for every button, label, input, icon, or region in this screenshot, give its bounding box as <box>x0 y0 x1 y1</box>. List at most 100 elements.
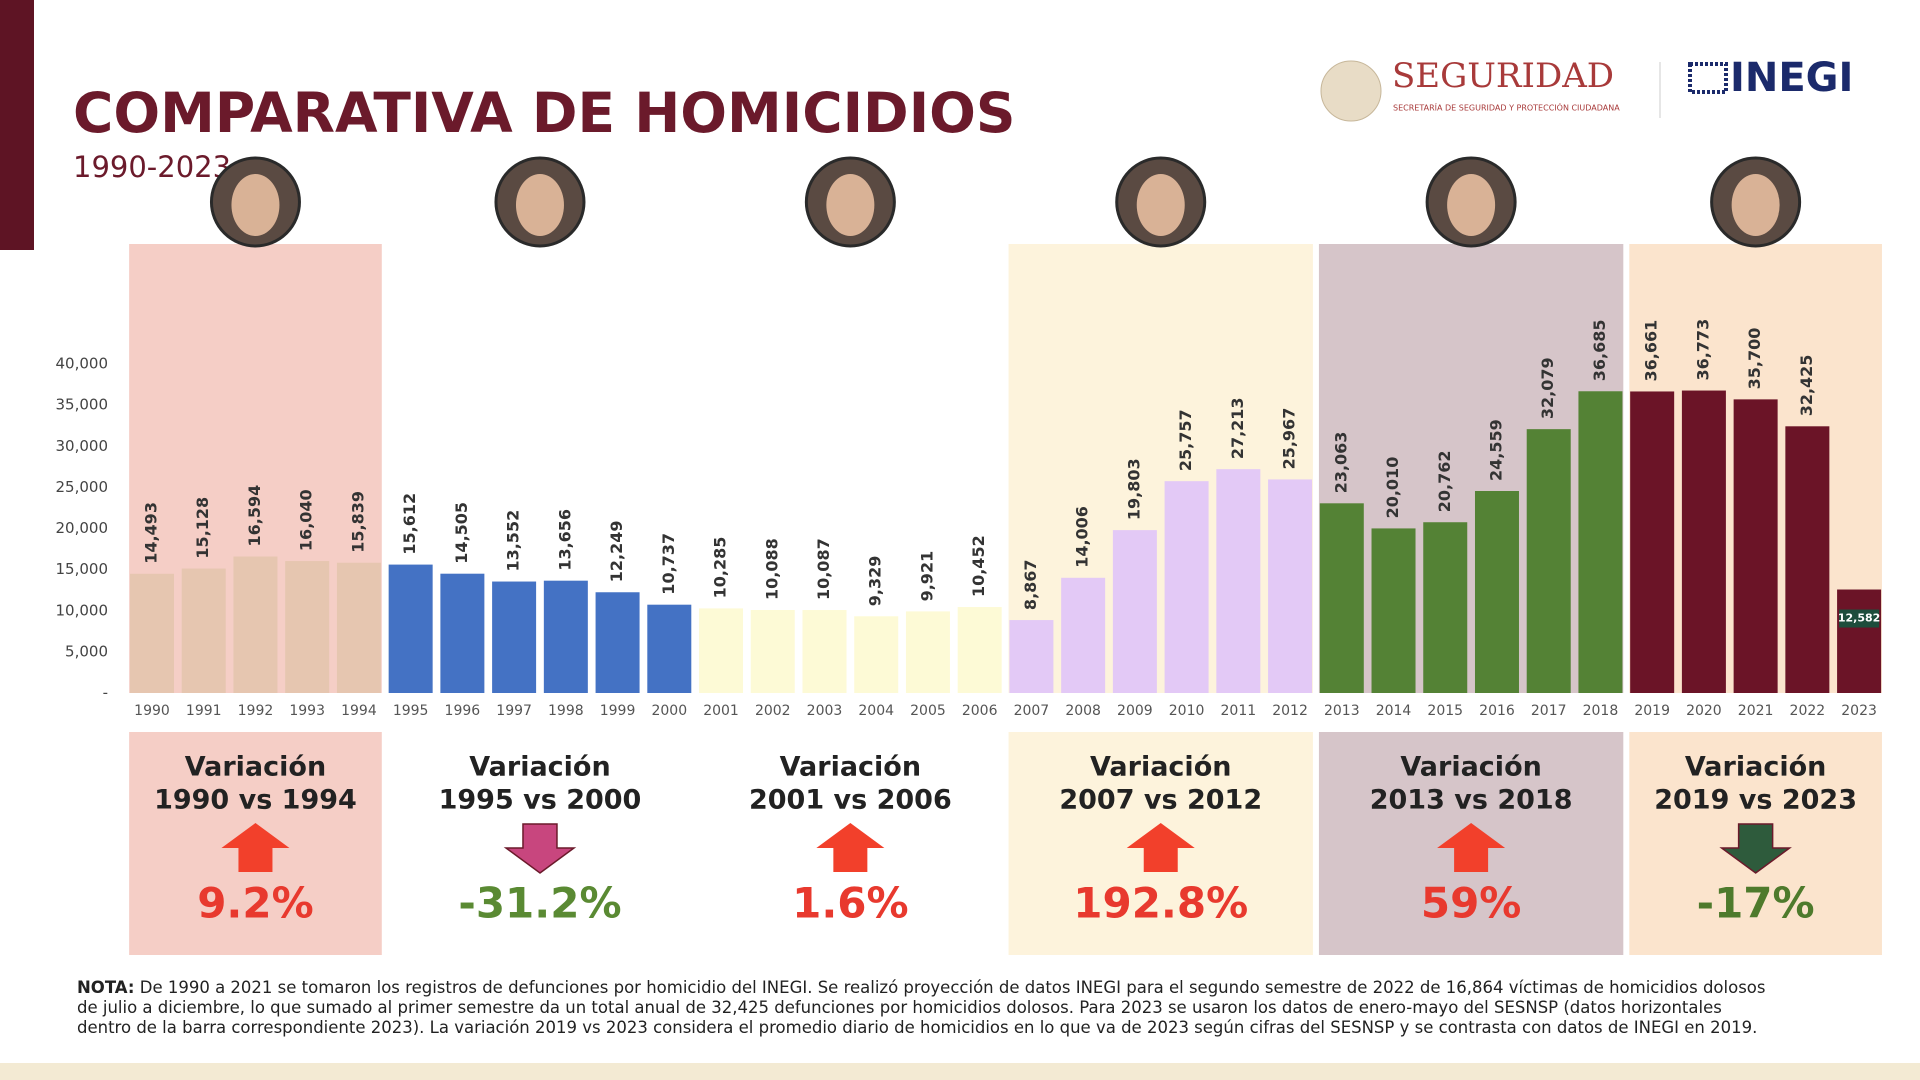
value-label: 12,249 <box>607 521 626 583</box>
bar <box>336 562 381 693</box>
x-tick-label: 2023 <box>1841 703 1877 719</box>
bar <box>1837 589 1882 693</box>
variation-title: Variación <box>780 752 921 783</box>
portrait-face <box>515 174 564 236</box>
bar <box>1371 528 1416 693</box>
bar <box>440 573 485 693</box>
bar <box>388 564 433 693</box>
variation-range: 2007 vs 2012 <box>1059 785 1262 816</box>
value-label: 15,612 <box>400 493 419 555</box>
inegi-icon <box>1688 62 1728 94</box>
value-label: 32,425 <box>1797 355 1816 417</box>
bar <box>699 608 744 693</box>
portrait-face <box>826 174 875 236</box>
variation-title: Variación <box>1685 752 1826 783</box>
value-label: 20,010 <box>1383 457 1402 519</box>
note-text: De 1990 a 2021 se tomaron los registros … <box>77 978 1766 1037</box>
arrow-up <box>1126 823 1195 872</box>
variation-change: -31.2% <box>458 879 621 928</box>
bar <box>181 568 226 693</box>
arrow-up <box>816 823 885 872</box>
x-tick-label: 1998 <box>548 703 584 719</box>
variation-change: 59% <box>1421 879 1522 928</box>
arrow-up <box>1437 823 1506 872</box>
portrait-face <box>1136 174 1185 236</box>
x-tick-label: 2022 <box>1790 703 1826 719</box>
variation-change: 1.6% <box>792 879 908 928</box>
y-tick-label: 5,000 <box>65 642 108 660</box>
value-label: 10,088 <box>762 538 781 600</box>
value-label: 20,762 <box>1435 450 1454 512</box>
x-tick-label: 2004 <box>858 703 894 719</box>
period-panel <box>1318 244 1624 693</box>
value-label: 9,921 <box>917 551 936 602</box>
bar <box>647 604 692 693</box>
value-label: 19,803 <box>1124 458 1143 520</box>
value-label: 8,867 <box>1021 559 1040 610</box>
x-tick-label: 2014 <box>1376 703 1412 719</box>
y-tick-label: 40,000 <box>56 355 109 373</box>
bar <box>233 556 278 693</box>
value-label: 13,656 <box>555 509 574 571</box>
x-tick-label: 1999 <box>600 703 636 719</box>
y-tick-label: 20,000 <box>56 519 109 537</box>
arrow-down <box>1719 823 1792 874</box>
x-tick-label: 2021 <box>1738 703 1774 719</box>
value-label: 12,582 <box>1838 612 1880 625</box>
y-tick-label: 30,000 <box>56 437 109 455</box>
value-label: 25,757 <box>1176 409 1195 471</box>
x-tick-label: 2012 <box>1272 703 1308 719</box>
bar <box>957 607 1002 693</box>
bar <box>543 580 588 693</box>
portrait-face <box>231 174 280 236</box>
x-tick-label: 2003 <box>807 703 843 719</box>
value-label: 16,040 <box>297 489 316 551</box>
value-label: 27,213 <box>1228 397 1247 459</box>
x-tick-label: 1997 <box>496 703 532 719</box>
arrow-down <box>503 823 577 874</box>
x-tick-label: 1990 <box>134 703 170 719</box>
x-tick-label: 1994 <box>341 703 377 719</box>
x-tick-label: 1993 <box>289 703 325 719</box>
bar <box>1785 426 1830 693</box>
logo-seguridad: SEGURIDAD <box>1392 56 1614 96</box>
bar <box>1733 399 1778 693</box>
y-tick-label: 35,000 <box>56 396 109 414</box>
variation-change: -17% <box>1697 879 1815 928</box>
y-tick-label: 25,000 <box>56 478 109 496</box>
y-tick-label: 10,000 <box>56 601 109 619</box>
x-tick-label: 2015 <box>1427 703 1463 719</box>
bar <box>1630 391 1675 693</box>
x-tick-label: 2018 <box>1583 703 1619 719</box>
bar <box>285 561 330 693</box>
bar <box>1319 503 1364 693</box>
logo-inegi: INEGI <box>1730 55 1853 101</box>
bar <box>1164 481 1209 693</box>
x-tick-label: 2020 <box>1686 703 1722 719</box>
bar <box>1526 429 1571 693</box>
bottom-stripe <box>0 1063 1920 1080</box>
logo-seguridad-sub: SECRETARÍA DE SEGURIDAD Y PROTECCIÓN CIU… <box>1393 102 1620 113</box>
variation-title: Variación <box>1400 752 1541 783</box>
x-tick-label: 2009 <box>1117 703 1153 719</box>
variation-range: 2013 vs 2018 <box>1370 785 1573 816</box>
bar <box>905 611 950 693</box>
x-tick-label: 2005 <box>910 703 946 719</box>
bar <box>1268 479 1313 693</box>
variation-title: Variación <box>185 752 326 783</box>
note-label: NOTA: <box>77 978 135 997</box>
value-label: 36,685 <box>1590 320 1609 382</box>
value-label-box <box>1839 609 1880 628</box>
value-label: 36,773 <box>1693 319 1712 381</box>
bar <box>595 592 640 693</box>
arrow-up <box>221 823 290 872</box>
value-label: 32,079 <box>1538 357 1557 419</box>
note: NOTA: De 1990 a 2021 se tomaron los regi… <box>77 978 1777 1038</box>
value-label: 24,559 <box>1486 419 1505 481</box>
x-tick-label: 2011 <box>1221 703 1257 719</box>
value-label: 13,552 <box>504 510 523 572</box>
value-label: 9,329 <box>866 556 885 607</box>
bar <box>1578 391 1623 693</box>
